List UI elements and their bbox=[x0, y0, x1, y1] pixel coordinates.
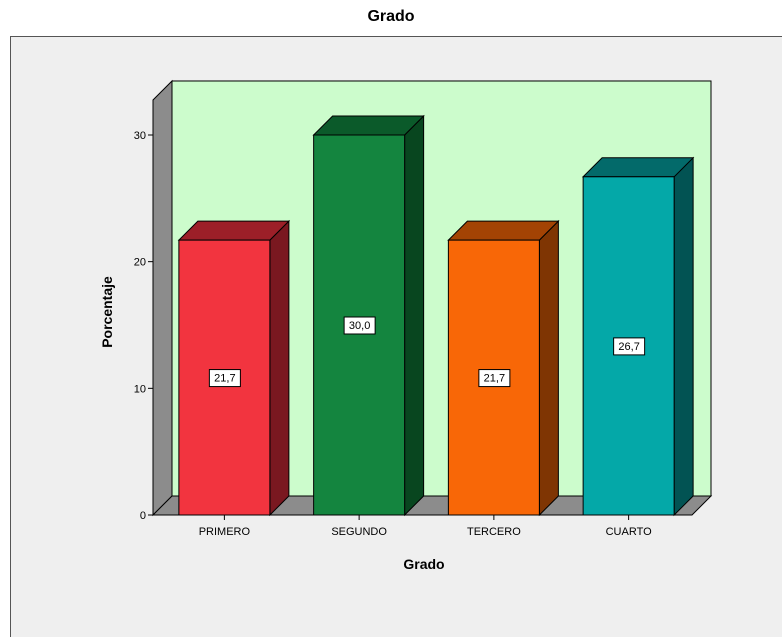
data-label-box bbox=[343, 316, 376, 335]
bar-side bbox=[404, 114, 425, 517]
data-label: 30,0 bbox=[349, 320, 370, 332]
bar-top bbox=[581, 157, 695, 178]
bar-top bbox=[312, 115, 425, 136]
data-label-box bbox=[613, 337, 646, 356]
x-axis-title: Grado bbox=[403, 556, 444, 572]
y-tick-label: 20 bbox=[134, 257, 146, 269]
y-tick-label: 0 bbox=[140, 510, 146, 522]
y-axis: 0 10 20 30 bbox=[134, 130, 153, 522]
y-axis-title: Porcentaje bbox=[99, 276, 115, 348]
data-label: 26,7 bbox=[618, 341, 639, 353]
left-wall bbox=[152, 79, 173, 517]
x-tick-label: TERCERO bbox=[467, 526, 521, 538]
x-tick-label: CUARTO bbox=[606, 526, 652, 538]
bar-top bbox=[447, 220, 560, 241]
bars-group: 21,7 30,0 21,7 26,7 bbox=[177, 114, 695, 517]
bar-side bbox=[673, 156, 694, 517]
bar-side bbox=[269, 219, 290, 517]
x-tick-label: PRIMERO bbox=[199, 526, 251, 538]
bar-chart: 0 10 20 30 21,7 30,0 21,7 26,7 PRIMERO SEGUNDO T… bbox=[99, 79, 713, 572]
data-label-box bbox=[208, 369, 241, 388]
x-axis: PRIMERO SEGUNDO TERCERO CUARTO bbox=[199, 515, 652, 538]
data-label: 21,7 bbox=[484, 373, 505, 385]
data-label: 21,7 bbox=[214, 373, 235, 385]
chart-title: Grado bbox=[367, 8, 415, 25]
y-tick-label: 10 bbox=[134, 383, 146, 395]
y-tick-label: 30 bbox=[134, 130, 146, 142]
x-tick-label: SEGUNDO bbox=[331, 526, 387, 538]
bar-top bbox=[177, 220, 291, 241]
data-label-box bbox=[478, 369, 511, 388]
bar-side bbox=[538, 219, 559, 517]
